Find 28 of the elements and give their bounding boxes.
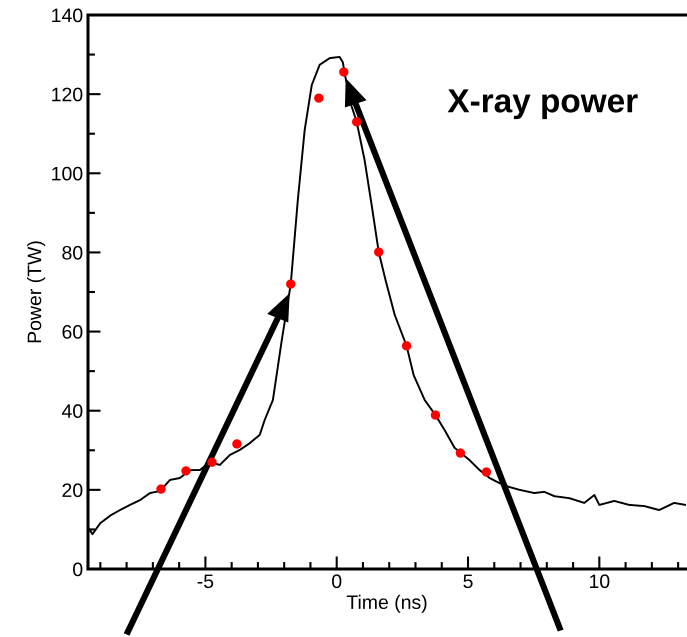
y-tick-label: 100	[52, 166, 82, 181]
point	[456, 448, 466, 458]
y-tick-label: 140	[52, 8, 82, 22]
x-tick-label: 10	[590, 574, 610, 588]
x-tick-label: 0	[332, 574, 342, 588]
y-tick-label: 20	[62, 483, 82, 498]
point	[402, 341, 412, 350]
point	[430, 410, 440, 420]
x-tick-label: 5	[463, 574, 473, 588]
point	[482, 467, 492, 477]
y-tick-label: 0	[73, 562, 82, 576]
point	[286, 279, 296, 289]
point	[339, 67, 348, 77]
y-tick-label: 40	[62, 404, 82, 418]
point	[374, 247, 384, 257]
x-axis-title: Time (ns)	[346, 594, 426, 613]
y-axis-title: Power (TW)	[27, 241, 46, 342]
point	[181, 466, 191, 476]
x-tick-label: -5	[198, 574, 214, 588]
point	[352, 117, 362, 126]
y-tick-label: 80	[62, 246, 82, 260]
y-tick-label: 60	[62, 325, 82, 339]
point	[156, 484, 166, 494]
point	[314, 93, 324, 103]
annotation: X-ray power	[448, 89, 638, 120]
point	[207, 458, 217, 467]
point	[232, 439, 242, 449]
y-tick-label: 120	[52, 88, 82, 102]
